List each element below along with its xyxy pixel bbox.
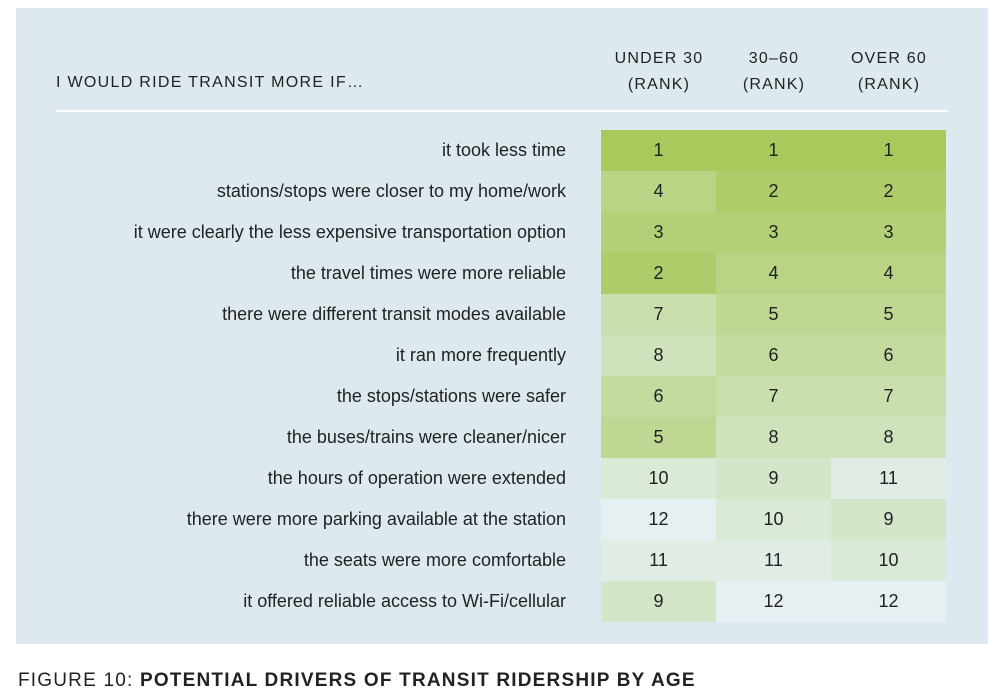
rank-cell: 8 [831, 417, 946, 458]
row-label: the hours of operation were extended [267, 468, 566, 488]
row-label: it took less time [441, 140, 566, 160]
column-header-line: (RANK) [857, 76, 921, 93]
row-label: stations/stops were closer to my home/wo… [216, 181, 566, 201]
rank-cell: 6 [716, 335, 831, 376]
rank-cell: 3 [716, 212, 831, 253]
column-header-30-60: 30–60 (RANK) [716, 46, 832, 98]
column-header-over-60: OVER 60 (RANK) [831, 46, 947, 98]
rank-cell: 12 [831, 581, 946, 622]
rank-cell: 1 [601, 130, 716, 171]
row-label: there were more parking available at the… [186, 509, 566, 529]
rank-cell: 9 [716, 458, 831, 499]
row-label: the travel times were more reliable [290, 263, 566, 283]
header-divider [56, 110, 948, 112]
rank-cell: 2 [716, 171, 831, 212]
rank-cell: 8 [601, 335, 716, 376]
caption-title: POTENTIAL DRIVERS OF TRANSIT RIDERSHIP B… [139, 670, 696, 691]
rank-cell: 9 [831, 499, 946, 540]
column-header-line: OVER 60 [851, 50, 927, 67]
row-label: it were clearly the less expensive trans… [133, 222, 566, 242]
rank-cell: 3 [601, 212, 716, 253]
rank-cell: 9 [601, 581, 716, 622]
rank-cell: 5 [831, 294, 946, 335]
rank-cell: 12 [601, 499, 716, 540]
figure-caption: FIGURE 10: POTENTIAL DRIVERS OF TRANSIT … [18, 670, 696, 692]
rank-cell: 4 [716, 253, 831, 294]
rank-cell: 4 [831, 253, 946, 294]
row-label: it offered reliable access to Wi-Fi/cell… [243, 591, 566, 611]
rank-cell: 5 [716, 294, 831, 335]
row-header: I WOULD RIDE TRANSIT MORE IF… [56, 74, 365, 91]
rank-cell: 3 [831, 212, 946, 253]
rank-cell: 8 [716, 417, 831, 458]
column-header-line: 30–60 [748, 50, 800, 67]
rank-cell: 7 [716, 376, 831, 417]
row-label: it ran more frequently [395, 345, 566, 365]
rank-cell: 2 [601, 253, 716, 294]
rank-cell: 12 [716, 581, 831, 622]
rank-cell: 7 [831, 376, 946, 417]
rank-cell: 11 [601, 540, 716, 581]
row-label: the stops/stations were safer [336, 386, 566, 406]
rank-cell: 10 [716, 499, 831, 540]
rank-cell: 11 [716, 540, 831, 581]
row-label: the seats were more comfortable [303, 550, 566, 570]
rank-cell: 10 [831, 540, 946, 581]
caption-prefix: FIGURE 10: [18, 670, 140, 691]
column-header-line: (RANK) [742, 76, 806, 93]
rank-cell: 10 [601, 458, 716, 499]
column-header-under-30: UNDER 30 (RANK) [601, 46, 717, 98]
row-label: the buses/trains were cleaner/nicer [286, 427, 566, 447]
column-header-line: UNDER 30 [614, 50, 704, 67]
rank-cell: 1 [716, 130, 831, 171]
rank-cell: 2 [831, 171, 946, 212]
rank-cell: 7 [601, 294, 716, 335]
column-header-line: (RANK) [627, 76, 691, 93]
rank-cell: 6 [831, 335, 946, 376]
row-label: there were different transit modes avail… [222, 304, 566, 324]
rank-cell: 1 [831, 130, 946, 171]
rank-cell: 4 [601, 171, 716, 212]
rank-cell: 6 [601, 376, 716, 417]
rank-cell: 5 [601, 417, 716, 458]
rank-cell: 11 [831, 458, 946, 499]
